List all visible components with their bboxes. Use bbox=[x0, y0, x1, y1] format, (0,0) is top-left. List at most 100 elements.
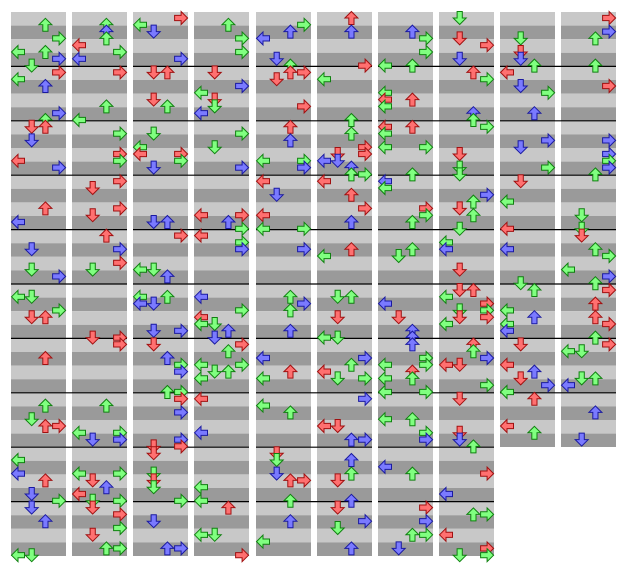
arrow-note bbox=[297, 221, 312, 237]
arrow-note bbox=[255, 153, 270, 169]
arrow-note bbox=[343, 126, 360, 141]
arrow-note bbox=[145, 215, 162, 230]
stripe bbox=[317, 474, 372, 488]
stripe bbox=[11, 352, 66, 366]
stripe bbox=[133, 501, 188, 516]
stripe bbox=[561, 52, 616, 67]
arrow-note bbox=[438, 316, 453, 332]
stripe bbox=[439, 52, 494, 67]
arrow-note bbox=[297, 98, 312, 115]
stripe bbox=[378, 66, 433, 80]
stripe bbox=[378, 447, 433, 461]
arrow-note bbox=[587, 31, 604, 46]
arrow-note bbox=[282, 513, 299, 529]
arrow-note bbox=[71, 486, 86, 502]
arrow-note bbox=[145, 480, 162, 495]
stripe bbox=[194, 270, 249, 284]
arrow-note bbox=[329, 521, 346, 536]
stripe bbox=[194, 148, 249, 162]
arrow-note bbox=[573, 371, 590, 386]
arrow-note bbox=[329, 419, 346, 434]
arrow-note bbox=[602, 23, 617, 40]
arrow-note bbox=[343, 24, 360, 39]
arrow-note bbox=[438, 241, 453, 257]
arrow-note bbox=[404, 119, 421, 134]
stripe bbox=[72, 474, 127, 488]
stripe bbox=[11, 324, 66, 339]
arrow-note bbox=[113, 173, 128, 189]
stripe bbox=[439, 392, 494, 407]
arrow-note bbox=[512, 337, 529, 352]
stripe bbox=[378, 12, 433, 26]
stripe bbox=[194, 52, 249, 67]
stripe bbox=[194, 256, 249, 271]
stripe bbox=[256, 120, 311, 135]
arrow-note bbox=[132, 17, 147, 33]
arrow-note bbox=[193, 425, 208, 441]
stripe bbox=[439, 474, 494, 488]
arrow-note bbox=[560, 377, 575, 393]
arrow-note bbox=[10, 71, 25, 87]
stripe bbox=[194, 501, 249, 516]
arrow-note bbox=[52, 418, 67, 434]
arrow-note bbox=[343, 241, 360, 257]
arrow-note bbox=[10, 452, 25, 468]
arrow-note bbox=[377, 125, 392, 142]
arrow-note bbox=[159, 269, 176, 284]
arrow-note bbox=[560, 261, 575, 278]
stripe bbox=[317, 80, 372, 94]
stripe bbox=[561, 216, 616, 230]
arrow-note bbox=[451, 51, 468, 67]
arrow-note bbox=[329, 330, 346, 345]
arrow-note bbox=[419, 44, 434, 60]
arrow-note bbox=[602, 10, 617, 26]
stripe bbox=[72, 447, 127, 461]
arrow-note bbox=[255, 221, 270, 237]
arrow-note bbox=[159, 289, 176, 304]
stripe bbox=[439, 202, 494, 216]
stripe bbox=[194, 188, 249, 203]
arrow-note bbox=[113, 241, 128, 257]
arrow-note bbox=[235, 221, 250, 237]
arrow-note bbox=[145, 262, 162, 277]
stripe bbox=[11, 243, 66, 257]
arrow-note bbox=[193, 357, 208, 373]
arrow-note bbox=[52, 30, 67, 47]
arrow-note bbox=[358, 146, 373, 162]
arrow-note bbox=[255, 397, 270, 414]
stripe bbox=[439, 447, 494, 461]
stripe bbox=[378, 229, 433, 244]
stripe bbox=[439, 270, 494, 284]
arrow-note bbox=[84, 181, 101, 196]
arrow-note bbox=[193, 85, 208, 101]
arrow-note bbox=[145, 514, 162, 529]
arrow-note bbox=[282, 323, 299, 338]
arrow-note bbox=[329, 473, 346, 488]
arrow-note bbox=[377, 98, 392, 115]
arrow-note bbox=[404, 167, 421, 182]
stripe bbox=[500, 12, 555, 26]
arrow-note bbox=[451, 167, 468, 182]
stripe bbox=[194, 460, 249, 475]
stripe bbox=[256, 338, 311, 352]
arrow-note bbox=[145, 323, 162, 339]
arrow-note bbox=[499, 418, 514, 434]
stripe bbox=[133, 311, 188, 325]
arrow-note bbox=[159, 350, 176, 365]
arrow-note bbox=[206, 364, 223, 379]
arrow-note bbox=[587, 167, 604, 182]
arrow-note bbox=[23, 548, 40, 563]
arrow-note bbox=[193, 527, 208, 543]
arrow-note bbox=[132, 146, 147, 162]
arrow-note bbox=[220, 17, 237, 32]
arrow-note bbox=[174, 323, 189, 339]
arrow-note bbox=[268, 51, 285, 67]
panel bbox=[256, 12, 311, 556]
stripe bbox=[500, 175, 555, 189]
stripe bbox=[317, 256, 372, 271]
arrow-note bbox=[358, 200, 373, 217]
stripe bbox=[439, 12, 494, 26]
stripe bbox=[133, 25, 188, 40]
arrow-note bbox=[84, 262, 101, 277]
arrow-note bbox=[499, 302, 514, 319]
